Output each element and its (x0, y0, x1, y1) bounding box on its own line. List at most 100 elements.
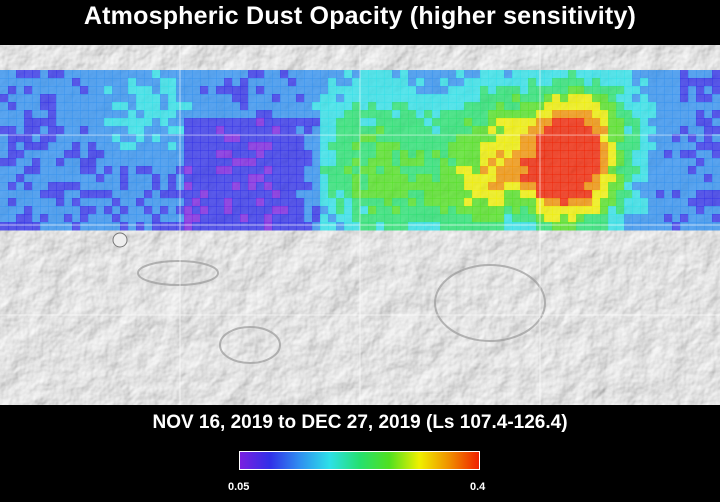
opacity-cell (632, 198, 641, 207)
opacity-cell (472, 94, 481, 103)
opacity-cell (64, 102, 73, 111)
opacity-cell (240, 214, 249, 223)
opacity-cell (328, 206, 337, 215)
opacity-cell (240, 222, 249, 231)
opacity-cell (344, 166, 353, 175)
opacity-cell (248, 142, 257, 151)
opacity-cell (528, 166, 537, 175)
opacity-cell (368, 86, 377, 95)
opacity-cell (272, 174, 281, 183)
opacity-cell (8, 174, 17, 183)
opacity-cell (56, 222, 65, 231)
opacity-cell (472, 110, 481, 119)
opacity-cell (0, 158, 9, 167)
opacity-cell (432, 190, 441, 199)
opacity-cell (120, 222, 129, 231)
opacity-cell (512, 102, 521, 111)
opacity-cell (312, 222, 321, 231)
opacity-cell (280, 86, 289, 95)
opacity-cell (632, 158, 641, 167)
opacity-cell (560, 158, 569, 167)
opacity-cell (520, 110, 529, 119)
opacity-cell (336, 222, 345, 231)
opacity-cell (480, 126, 489, 135)
opacity-cell (368, 190, 377, 199)
opacity-cell (8, 126, 17, 135)
opacity-cell (312, 118, 321, 127)
dust-opacity-swath (0, 70, 720, 231)
opacity-cell (576, 158, 585, 167)
opacity-cell (672, 198, 681, 207)
opacity-cell (216, 70, 225, 79)
opacity-cell (704, 142, 713, 151)
opacity-cell (608, 94, 617, 103)
opacity-cell (152, 102, 161, 111)
opacity-cell (136, 118, 145, 127)
opacity-cell (336, 166, 345, 175)
opacity-cell (528, 78, 537, 87)
opacity-cell (0, 86, 9, 95)
opacity-cell (448, 94, 457, 103)
opacity-cell (384, 102, 393, 111)
opacity-cell (336, 182, 345, 191)
opacity-cell (640, 214, 649, 223)
opacity-cell (496, 182, 505, 191)
opacity-cell (48, 206, 57, 215)
opacity-cell (496, 166, 505, 175)
opacity-cell (560, 214, 569, 223)
opacity-cell (96, 182, 105, 191)
opacity-cell (360, 86, 369, 95)
opacity-cell (456, 198, 465, 207)
opacity-cell (488, 214, 497, 223)
opacity-cell (392, 198, 401, 207)
opacity-cell (352, 190, 361, 199)
opacity-cell (592, 86, 601, 95)
opacity-cell (472, 102, 481, 111)
opacity-cell (56, 102, 65, 111)
opacity-cell (144, 190, 153, 199)
opacity-cell (616, 214, 625, 223)
opacity-cell (168, 214, 177, 223)
opacity-cell (352, 102, 361, 111)
opacity-cell (88, 206, 97, 215)
opacity-cell (640, 94, 649, 103)
opacity-cell (360, 78, 369, 87)
opacity-cell (296, 102, 305, 111)
opacity-cell (384, 182, 393, 191)
opacity-cell (360, 126, 369, 135)
opacity-cell (216, 190, 225, 199)
opacity-cell (408, 110, 417, 119)
opacity-cell (584, 70, 593, 79)
opacity-cell (456, 150, 465, 159)
opacity-cell (312, 182, 321, 191)
opacity-cell (608, 78, 617, 87)
opacity-cell (160, 174, 169, 183)
opacity-cell (544, 158, 553, 167)
opacity-cell (0, 118, 9, 127)
opacity-cell (88, 214, 97, 223)
opacity-cell (416, 198, 425, 207)
opacity-cell (296, 126, 305, 135)
opacity-cell (192, 198, 201, 207)
opacity-cell (584, 110, 593, 119)
opacity-cell (504, 110, 513, 119)
opacity-cell (528, 142, 537, 151)
opacity-cell (232, 110, 241, 119)
opacity-cell (656, 142, 665, 151)
opacity-cell (48, 78, 57, 87)
opacity-cell (448, 134, 457, 143)
opacity-cell (672, 102, 681, 111)
opacity-cell (400, 150, 409, 159)
opacity-cell (112, 78, 121, 87)
opacity-cell (712, 70, 720, 79)
opacity-cell (656, 214, 665, 223)
opacity-cell (104, 78, 113, 87)
opacity-cell (232, 70, 241, 79)
opacity-cell (528, 126, 537, 135)
opacity-cell (624, 166, 633, 175)
opacity-cell (432, 134, 441, 143)
opacity-cell (112, 70, 121, 79)
opacity-cell (480, 174, 489, 183)
opacity-cell (160, 78, 169, 87)
opacity-cell (592, 102, 601, 111)
